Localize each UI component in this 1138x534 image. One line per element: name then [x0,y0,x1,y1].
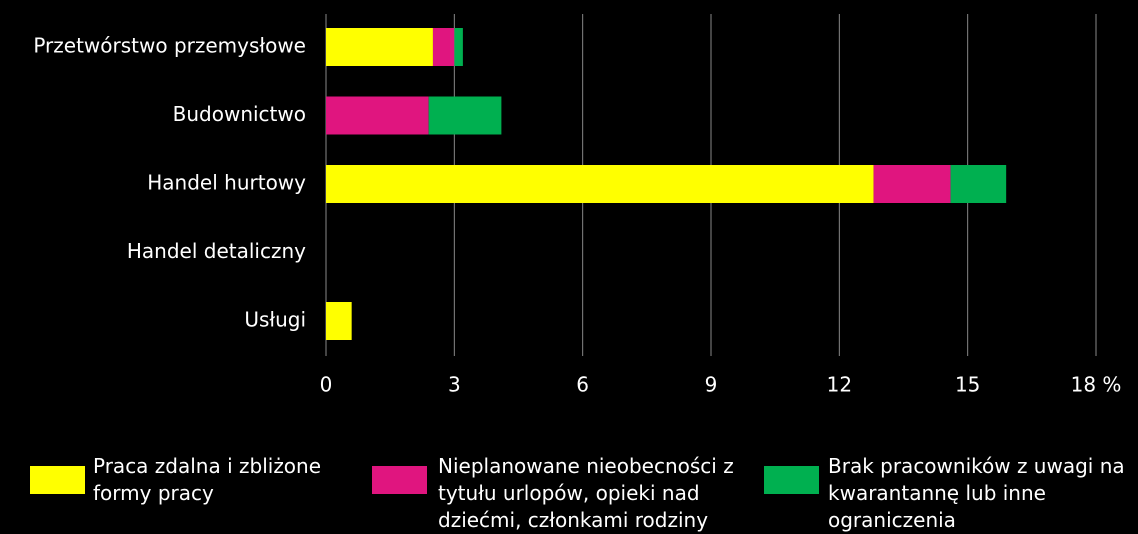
x-tick-label: 6 [576,373,589,397]
x-tick-label: 15 [955,373,980,397]
legend-swatch [30,466,85,494]
bar-segment [428,96,502,135]
bar-segment [326,96,429,135]
legend-swatch [764,466,819,494]
bar-segment [432,28,455,66]
y-tick-label: Handel detaliczny [127,239,306,263]
bar-segment [326,28,433,66]
legend-swatch [372,466,427,494]
legend-label: Brak pracowników z uwagi na kwarantannę … [828,454,1125,532]
x-tick-label: 12 [827,373,852,397]
legend-label: Praca zdalna i zbliżone formy pracy [93,454,322,505]
bar-segment [454,28,463,66]
x-tick-label: 0 [320,373,333,397]
bar-segment [326,165,874,203]
plot: 0 3 6 9 12 15 18 % Przetwórstwo przemysłowe Budo… [33,14,1122,397]
x-tick-label: 3 [448,373,461,397]
y-tick-label: Usługi [244,308,306,332]
y-tick-label: Przetwórstwo przemysłowe [33,34,306,58]
x-tick-label: 9 [705,373,718,397]
bar-segment [873,165,951,203]
x-tick-label: 18 % [1071,373,1122,397]
bar-segment [326,302,352,340]
y-tick-label: Handel hurtowy [147,171,306,195]
legend-label: Nieplanowane nieobecności z tytułu urlop… [438,454,734,532]
y-tick-label: Budownictwo [173,102,306,126]
bar-segment [950,165,1007,203]
